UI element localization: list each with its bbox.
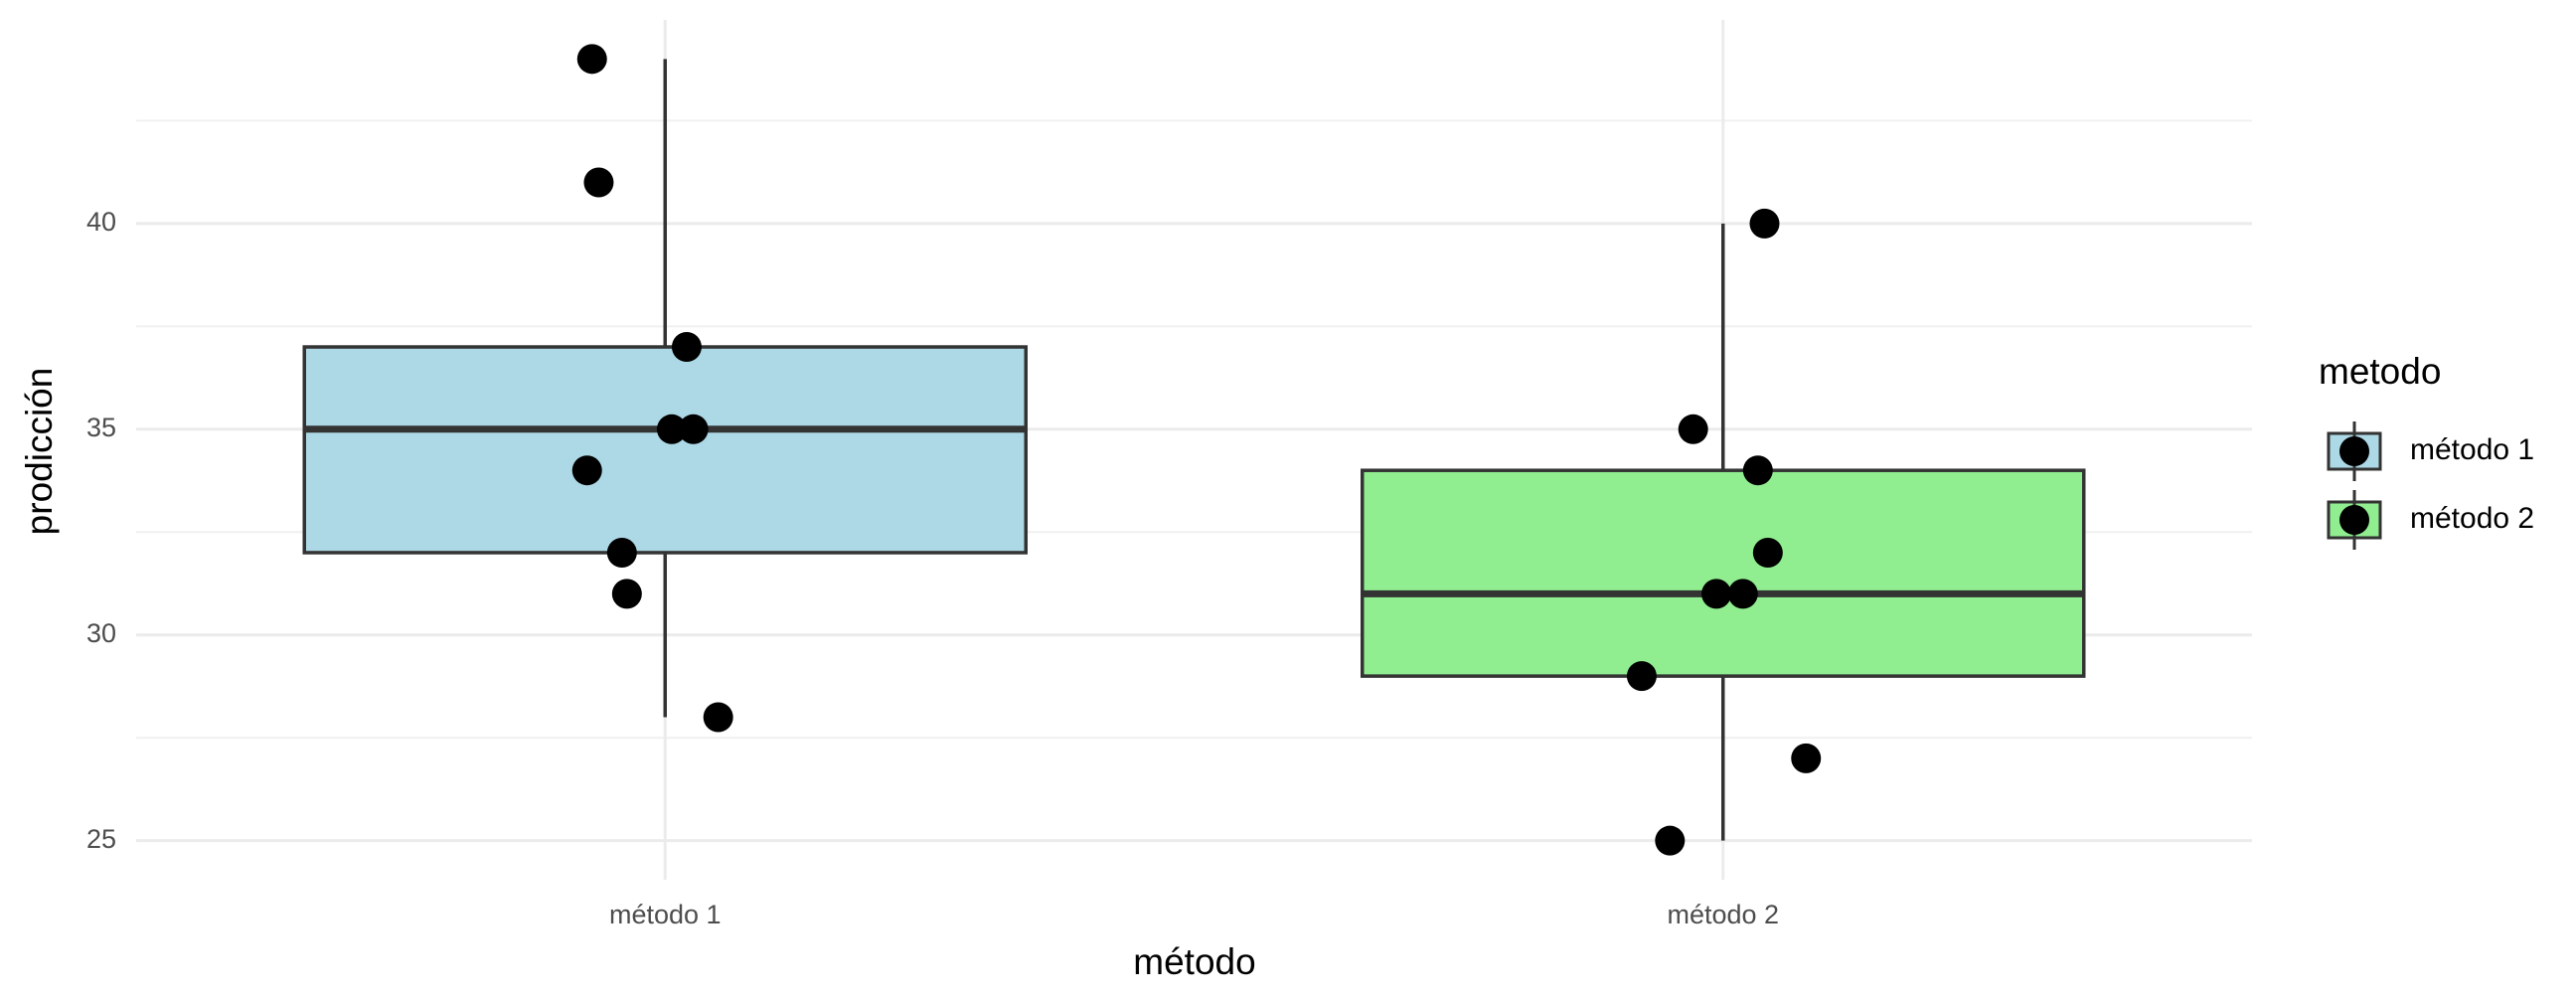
point [1655, 825, 1686, 856]
point [1626, 661, 1657, 692]
point [606, 537, 637, 568]
y-tick-label: 35 [86, 413, 116, 442]
point [703, 702, 733, 733]
point [1749, 208, 1780, 239]
x-tick-label: método 1 [609, 900, 722, 929]
point [678, 414, 709, 444]
x-axis-title: método [1133, 941, 1255, 982]
point [1742, 455, 1773, 486]
point [1701, 579, 1732, 609]
y-tick-label: 30 [86, 618, 116, 648]
legend-title: metodo [2319, 351, 2441, 392]
point [1678, 414, 1708, 444]
point [1727, 579, 1758, 609]
point [583, 167, 614, 198]
y-tick-label: 40 [86, 207, 116, 237]
box [302, 345, 1028, 555]
y-tick-label: 25 [86, 824, 116, 854]
point [1752, 537, 1783, 568]
x-tick-label: método 2 [1667, 900, 1779, 929]
y-axis-title: prodicción [19, 368, 60, 536]
point [656, 414, 687, 444]
point [571, 455, 602, 486]
point [1791, 743, 1822, 773]
legend-key-point [2339, 505, 2369, 535]
box [1361, 468, 2086, 678]
legend-label: método 2 [2410, 502, 2534, 535]
legend-key-point [2339, 436, 2369, 466]
point [576, 44, 607, 75]
legend-label: método 1 [2410, 433, 2534, 466]
point [671, 332, 702, 363]
point [611, 579, 642, 609]
